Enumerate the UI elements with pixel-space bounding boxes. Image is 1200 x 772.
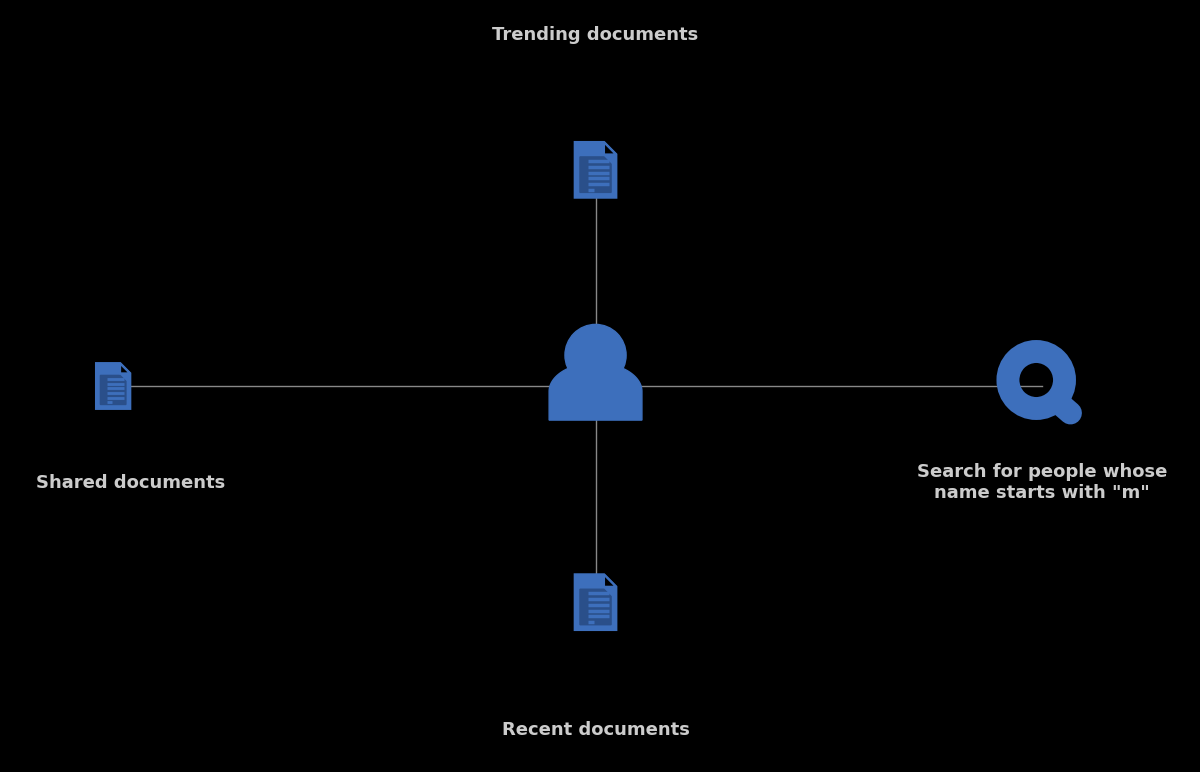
Polygon shape (120, 364, 130, 374)
Polygon shape (604, 142, 616, 154)
Polygon shape (580, 589, 611, 625)
Polygon shape (575, 142, 616, 198)
Text: Trending documents: Trending documents (492, 25, 698, 44)
Polygon shape (575, 574, 616, 630)
Polygon shape (101, 375, 126, 405)
Text: Recent documents: Recent documents (502, 720, 690, 739)
Polygon shape (604, 574, 616, 587)
Polygon shape (550, 363, 642, 420)
Text: Shared documents: Shared documents (36, 473, 224, 492)
Polygon shape (96, 364, 130, 408)
Text: Search for people whose
name starts with "m": Search for people whose name starts with… (917, 463, 1168, 502)
Circle shape (565, 324, 626, 386)
Polygon shape (580, 157, 611, 192)
